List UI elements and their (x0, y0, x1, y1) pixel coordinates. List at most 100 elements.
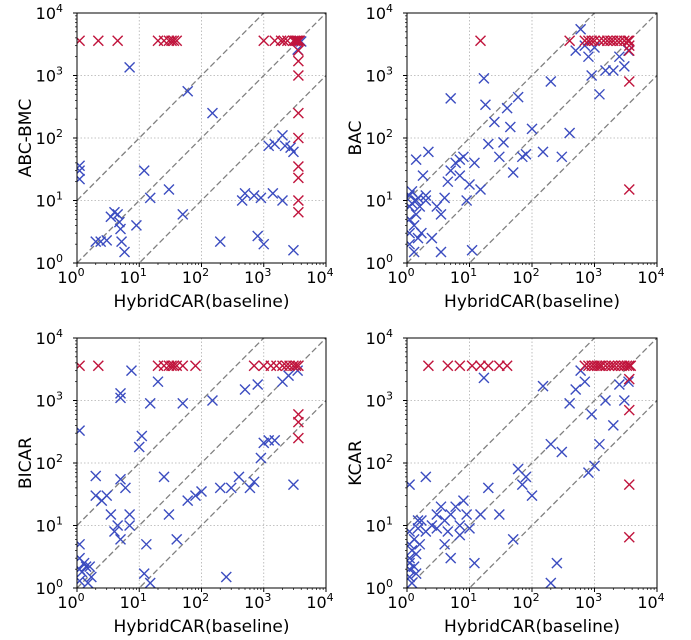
x-tick-label: 104 (306, 266, 333, 287)
data-point (479, 99, 491, 111)
data-point (410, 154, 422, 166)
data-point (112, 520, 124, 531)
y-tick-label: 100 (366, 252, 393, 273)
data-point (570, 45, 582, 57)
data-point (108, 206, 120, 218)
data-point (255, 192, 267, 204)
data-point (144, 192, 156, 204)
data-point (475, 183, 487, 195)
data-point (182, 495, 194, 507)
data-point (475, 360, 487, 372)
data-point (410, 208, 422, 220)
data-point (269, 434, 281, 446)
y-axis-label: KCAR (346, 440, 366, 486)
data-point (248, 476, 260, 488)
data-point (493, 508, 505, 520)
data-point (287, 244, 299, 256)
data-point (454, 170, 466, 182)
data-point (292, 161, 304, 172)
data-point (177, 360, 189, 372)
diagonal-line (77, 338, 265, 526)
data-point (292, 45, 304, 57)
data-point (621, 360, 633, 372)
data-point (292, 360, 304, 372)
diagonal-line (77, 13, 265, 201)
data-point (623, 373, 635, 385)
data-point (292, 132, 304, 144)
data-point (136, 430, 148, 442)
diagonal-line (407, 338, 657, 588)
data-point (407, 227, 416, 239)
x-tick-label: 104 (637, 266, 664, 287)
diagonal-line (138, 400, 326, 588)
data-point (420, 471, 432, 483)
y-tick-label: 100 (36, 577, 63, 598)
x-tick-label: 103 (575, 266, 602, 287)
data-point (163, 183, 175, 195)
data-point (613, 379, 625, 391)
data-point (468, 157, 480, 169)
data-point (152, 376, 164, 388)
data-point (478, 72, 490, 84)
data-point (196, 486, 207, 497)
data-point (77, 160, 86, 172)
data-point (426, 232, 438, 244)
x-tick-label: 101 (450, 591, 477, 612)
data-point (292, 408, 304, 420)
data-point (410, 548, 422, 560)
x-tick-label: 104 (306, 591, 333, 612)
data-point (125, 365, 137, 377)
data-point (623, 35, 635, 47)
data-point (119, 246, 131, 258)
data-point (512, 91, 524, 103)
data-point (482, 138, 494, 150)
data-point (289, 35, 301, 47)
data-point (252, 379, 264, 391)
data-point (537, 146, 549, 158)
data-point (77, 173, 86, 185)
data-point (457, 495, 469, 507)
data-point (144, 397, 156, 409)
data-point (158, 471, 170, 483)
x-tick-label: 101 (120, 591, 147, 612)
diagonal-line (77, 13, 326, 263)
data-point (130, 219, 142, 231)
data-point (115, 533, 127, 545)
data-point (407, 479, 416, 491)
data-point (77, 538, 86, 550)
y-axis-label: BICAR (16, 437, 36, 489)
data-point (593, 438, 605, 450)
x-tick-label: 101 (120, 266, 147, 287)
data-point (77, 360, 86, 372)
data-point (507, 167, 519, 179)
x-tick-label: 104 (637, 591, 664, 612)
data-point (454, 520, 466, 531)
y-axis-label: ABC-BMC (16, 99, 36, 178)
data-point (258, 35, 270, 47)
data-point (252, 230, 264, 242)
data-point (435, 246, 447, 258)
diagonal-line (407, 13, 657, 263)
data-point (255, 452, 267, 464)
x-tick-label: 102 (182, 266, 209, 287)
data-point (501, 360, 513, 372)
data-point (501, 102, 513, 114)
data-point (116, 236, 128, 248)
data-point (265, 360, 277, 372)
data-point (133, 441, 145, 453)
y-tick-label: 100 (36, 252, 63, 273)
y-tick-label: 100 (366, 577, 393, 598)
data-point (435, 501, 447, 513)
data-point (80, 561, 92, 573)
data-point (464, 179, 475, 191)
data-point (287, 479, 299, 491)
diagonal-line (77, 338, 326, 588)
data-point (92, 360, 104, 372)
data-point (589, 35, 600, 47)
data-point (439, 192, 451, 204)
data-point (407, 577, 418, 588)
x-axis-label: HybridCAR(baseline) (444, 617, 620, 637)
data-point (267, 187, 279, 199)
data-point (623, 40, 635, 52)
